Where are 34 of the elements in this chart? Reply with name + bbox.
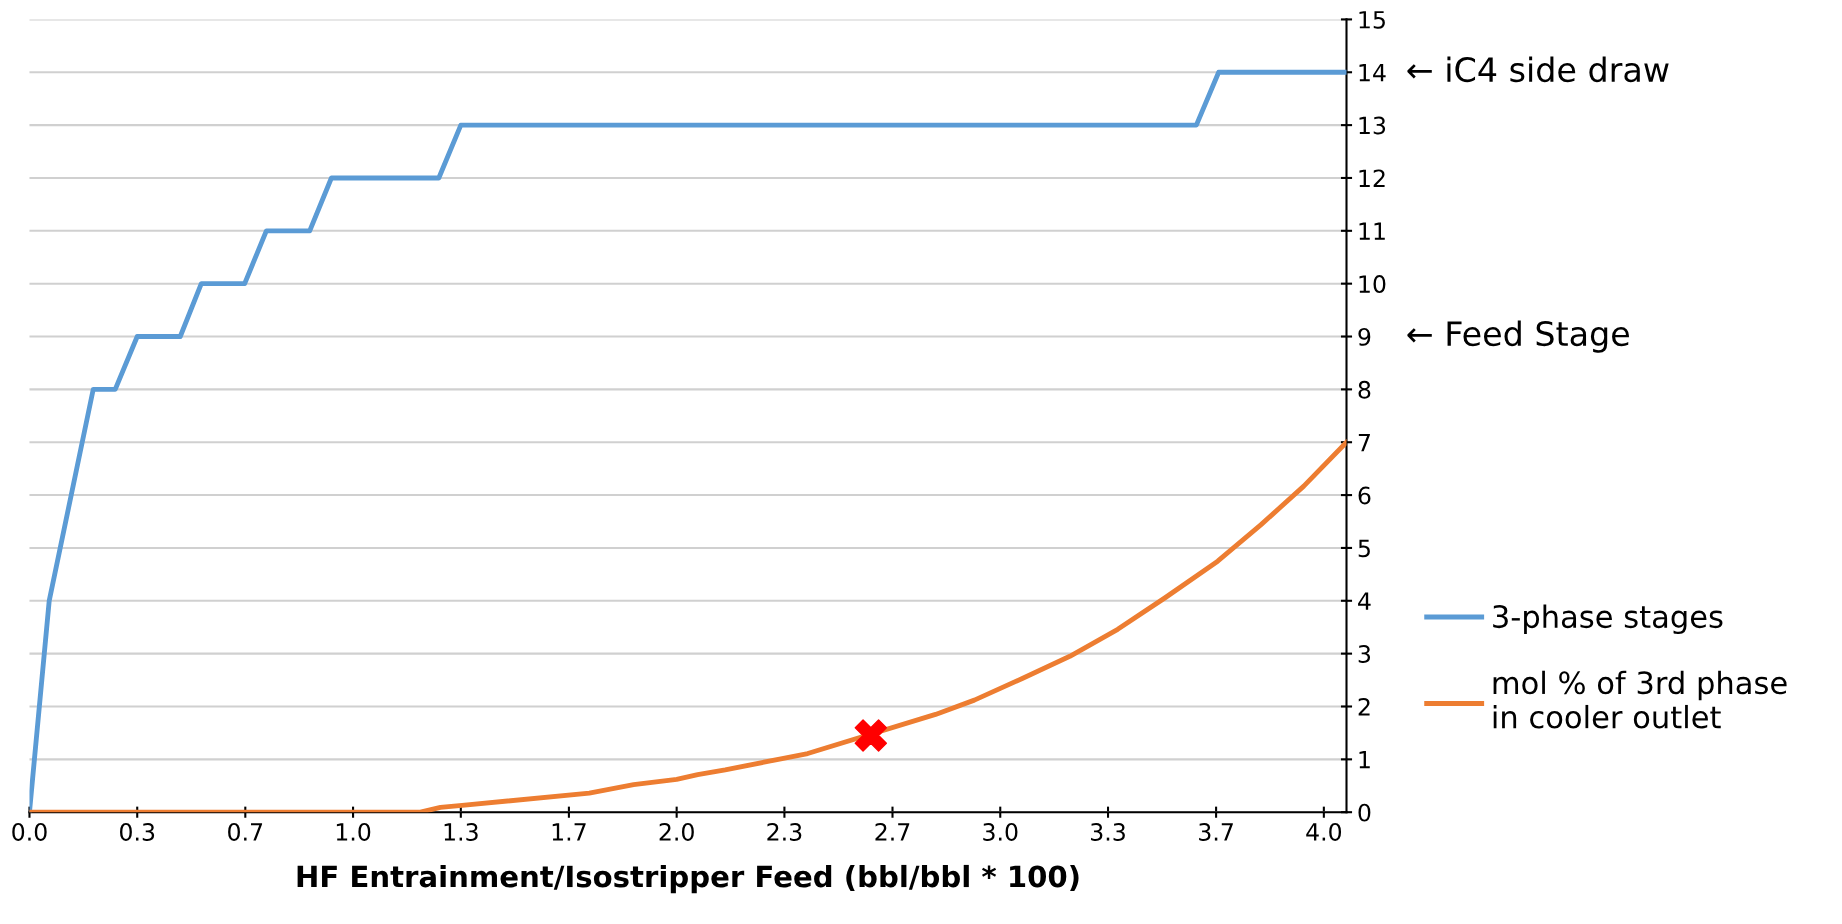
text: ← Feed Stage	[1407, 320, 1629, 353]
y-tick-label: 12	[1359, 169, 1385, 187]
x-tick-label: 3.3	[1091, 823, 1125, 841]
x-axis-title: HF Entrainment/Isostripper Feed (bbl/bbl * 100)	[297, 864, 1079, 894]
x-tick-label: 2.7	[875, 823, 910, 841]
y-tick-label: 0	[1358, 803, 1371, 822]
x-tick-label: 3.0	[983, 823, 1018, 841]
y-tick-label: 10	[1359, 275, 1386, 293]
x-tick-label: 3.7	[1199, 823, 1233, 841]
y-tick-label: 13	[1359, 116, 1386, 135]
x-tick-label: 4.0	[1306, 823, 1342, 841]
x-tick-label: 1.0	[336, 823, 371, 841]
y-tick-label: 11	[1359, 222, 1385, 240]
y-tick-label: 14	[1359, 64, 1386, 82]
x-tick-label: 1.3	[444, 823, 478, 841]
y-tick-label: 1	[1359, 751, 1370, 769]
y-tick-label: 3	[1358, 645, 1371, 663]
y-tick-label: 2	[1358, 697, 1370, 716]
x-tick-label: 0.0	[12, 823, 47, 841]
x-tick-label: 1.7	[552, 823, 586, 841]
legend-label: mol % of 3rd phase in cooler outlet	[1493, 670, 1787, 729]
y-tick-label: 4	[1358, 592, 1371, 610]
y-tick-label: 7	[1358, 433, 1370, 452]
x-tick-label: 2.0	[659, 823, 694, 841]
y-tick-label: 6	[1358, 486, 1371, 505]
x-tick-label: 0.7	[228, 823, 263, 841]
y-tick-label: 15	[1359, 11, 1385, 29]
y-tick-label: 5	[1358, 539, 1370, 558]
y-tick-label: 9	[1358, 327, 1371, 346]
x-tick-label: 0.3	[120, 823, 155, 841]
legend-label: 3-phase stages	[1493, 604, 1723, 635]
x-tick-label: 2.3	[767, 823, 802, 841]
y-tick-label: 8	[1358, 380, 1371, 399]
text: ← iC4 side draw	[1407, 56, 1669, 83]
